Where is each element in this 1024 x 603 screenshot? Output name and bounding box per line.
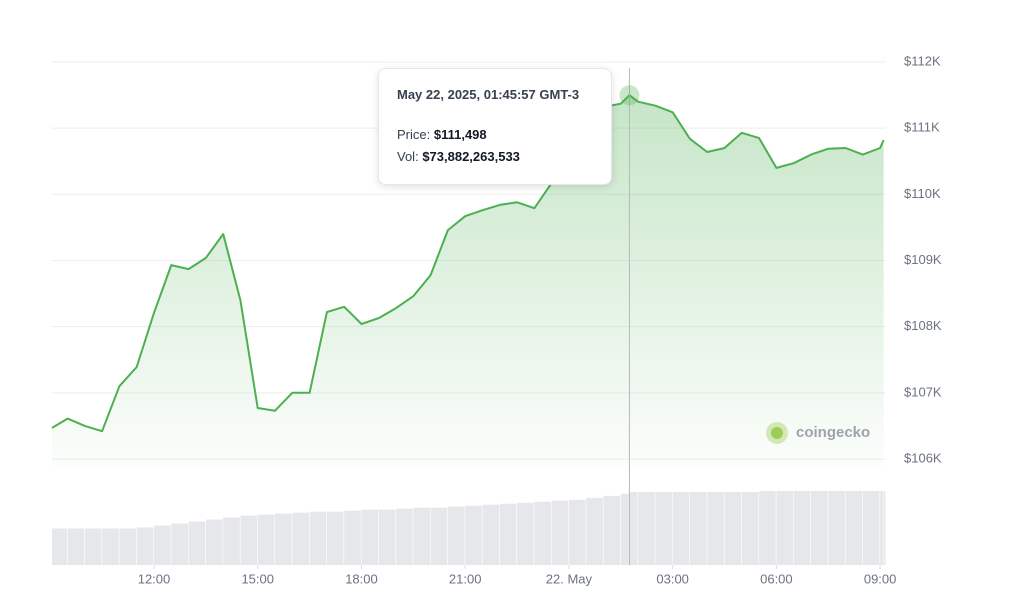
x-tick-label: 09:00 <box>864 571 897 586</box>
hover-marker <box>619 85 640 106</box>
watermark-icon-inner <box>771 427 783 439</box>
volume-bar <box>880 490 883 565</box>
volume-bar <box>793 490 811 565</box>
watermark: coingecko <box>766 422 870 444</box>
volume-bar <box>629 492 638 565</box>
volume-bar <box>776 490 794 565</box>
volume-bar <box>240 515 258 565</box>
volume-bar <box>862 490 880 565</box>
volume-bar <box>430 507 448 565</box>
volume-bar <box>102 528 119 565</box>
y-tick-label: $112K <box>904 53 941 68</box>
volume-bar <box>707 491 724 565</box>
volume-bar <box>119 528 137 565</box>
volume-bar <box>603 495 621 565</box>
volume-bar <box>845 490 863 565</box>
volume-bar <box>205 519 223 565</box>
x-tick-label: 22. May <box>546 571 593 586</box>
volume-bar <box>396 508 413 565</box>
tooltip-label: Vol: <box>397 149 419 164</box>
volume-bar <box>655 491 673 565</box>
volume-bar <box>810 490 828 565</box>
x-tick-label: 18:00 <box>345 571 378 586</box>
tooltip-row: Price: $111,498 <box>397 124 611 146</box>
volume-bar <box>292 512 309 565</box>
y-tick-label: $107K <box>904 384 942 399</box>
volume-bar <box>309 511 327 565</box>
volume-bar <box>136 527 154 565</box>
volume-bar <box>883 490 886 565</box>
tooltip-value: $111,498 <box>433 127 487 142</box>
y-tick-label: $108K <box>904 318 942 333</box>
tooltip: May 22, 2025, 01:45:57 GMT-3 Price: $111… <box>378 68 612 185</box>
x-tick-label: 15:00 <box>241 571 274 586</box>
x-tick-label: 12:00 <box>138 571 171 586</box>
y-tick-label: $111K <box>904 120 940 135</box>
volume-bar <box>499 503 517 565</box>
watermark-text: coingecko <box>796 424 870 441</box>
volume-bar <box>84 528 102 565</box>
price-line <box>51 94 885 433</box>
volume-bar <box>52 528 67 565</box>
volume-bar <box>672 491 690 565</box>
volume-bar <box>188 521 206 565</box>
volume-bar <box>447 506 465 565</box>
volume-bar <box>620 493 629 565</box>
tooltip-title: May 22, 2025, 01:45:57 GMT-3 <box>397 87 580 102</box>
volume-bar <box>741 491 759 565</box>
volume-bar <box>568 499 586 565</box>
volume-bar <box>67 528 85 565</box>
x-tick-label: 03:00 <box>656 571 689 586</box>
volume-bar <box>724 491 742 565</box>
volume-bar <box>171 523 188 565</box>
volume-bar <box>828 490 845 565</box>
volume-bar <box>378 509 396 565</box>
y-tick-label: $110K <box>904 186 941 201</box>
y-tick-label: $109K <box>904 252 942 267</box>
x-tick-label: 21:00 <box>449 571 482 586</box>
volume-bar <box>534 501 552 565</box>
tooltip-row: Vol: $73,882,263,533 <box>397 146 611 168</box>
volume-bar <box>361 509 379 565</box>
tooltip-value: $73,882,263,533 <box>422 149 520 164</box>
area <box>52 95 884 466</box>
volume-bar <box>413 507 431 565</box>
volume-bar <box>465 505 482 565</box>
volume-bar <box>326 511 344 565</box>
volume-bar <box>689 491 707 565</box>
volume-bar <box>759 490 776 565</box>
volume-bar <box>551 500 569 565</box>
volume-bar <box>586 497 603 565</box>
volume-bar <box>517 502 534 565</box>
tooltip-label: Price: <box>397 127 431 142</box>
volume-bar <box>223 517 240 565</box>
y-tick-label: $106K <box>904 450 942 465</box>
volume-bar <box>154 525 171 565</box>
x-tick-label: 06:00 <box>760 571 793 586</box>
volume-bar <box>482 504 500 565</box>
volume-bar <box>344 510 361 565</box>
volume-bar <box>257 514 275 565</box>
volume-bar <box>275 513 292 565</box>
volume-bar <box>638 491 655 565</box>
